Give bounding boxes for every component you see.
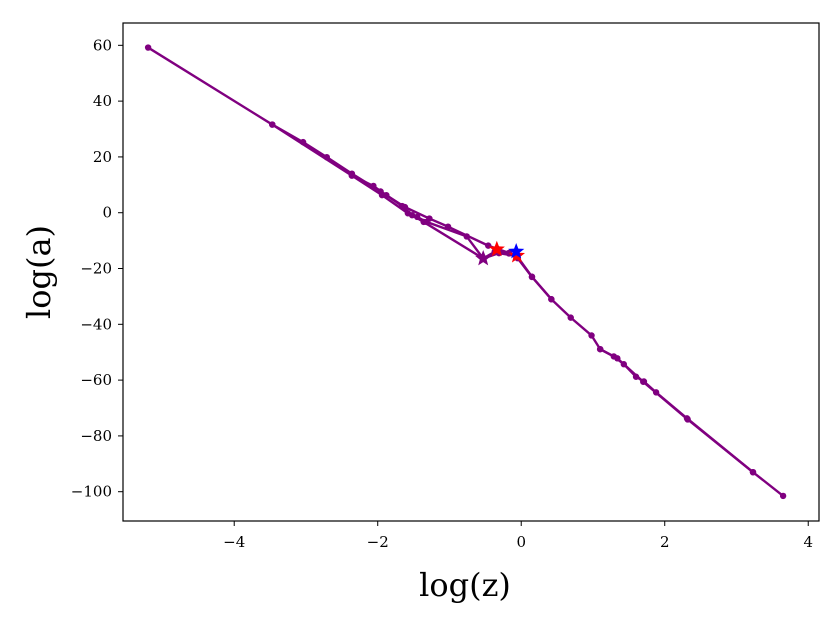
x-tick-label: −4 <box>223 533 245 551</box>
data-point <box>652 389 660 396</box>
y-tick-label: −40 <box>80 315 112 333</box>
data-point <box>505 250 513 257</box>
data-point <box>596 345 604 353</box>
y-axis-ticks: 60 40 20 0 −20 −40 −60 −80 −100 <box>71 36 123 501</box>
y-tick-label: −60 <box>80 371 112 389</box>
star-marker-red <box>488 240 505 257</box>
x-tick-label: 2 <box>660 533 670 551</box>
data-point <box>398 202 406 210</box>
x-tick-label: −2 <box>367 533 389 551</box>
data-point <box>614 355 621 362</box>
x-tick-label: 0 <box>516 533 526 551</box>
data-point <box>620 361 628 368</box>
x-tick-label: 4 <box>803 533 813 551</box>
x-axis-ticks: −4 −2 0 2 4 <box>223 521 813 551</box>
data-point <box>640 378 647 385</box>
star-marker-purple <box>475 249 492 266</box>
data-point <box>749 468 757 476</box>
data-point <box>144 44 152 51</box>
x-axis-label: log(z) <box>419 566 511 604</box>
data-point <box>423 218 430 226</box>
data-point <box>779 492 787 500</box>
star-layer <box>475 240 526 266</box>
data-point <box>404 210 412 217</box>
y-tick-label: −20 <box>80 260 112 278</box>
plot-area <box>122 22 820 522</box>
y-tick-label: 0 <box>102 204 112 222</box>
data-point <box>632 373 640 380</box>
data-point <box>299 138 307 146</box>
y-tick-label: 20 <box>93 148 112 166</box>
data-point <box>463 233 470 240</box>
data-point <box>548 296 555 303</box>
data-point <box>378 191 386 199</box>
y-axis-label: log(a) <box>20 225 58 319</box>
data-point <box>684 416 691 423</box>
data-point <box>348 172 356 179</box>
y-tick-label: 60 <box>93 36 112 54</box>
y-tick-label: −100 <box>71 483 112 501</box>
data-point <box>413 213 421 221</box>
data-point <box>323 153 330 161</box>
data-point <box>528 273 536 281</box>
y-tick-label: 40 <box>93 92 112 110</box>
star-marker-blue <box>508 242 525 259</box>
data-point <box>444 223 452 230</box>
data-point <box>269 121 276 128</box>
data-point <box>567 314 574 321</box>
data-point <box>370 182 377 190</box>
data-point <box>588 332 595 339</box>
y-tick-label: −80 <box>80 427 112 445</box>
